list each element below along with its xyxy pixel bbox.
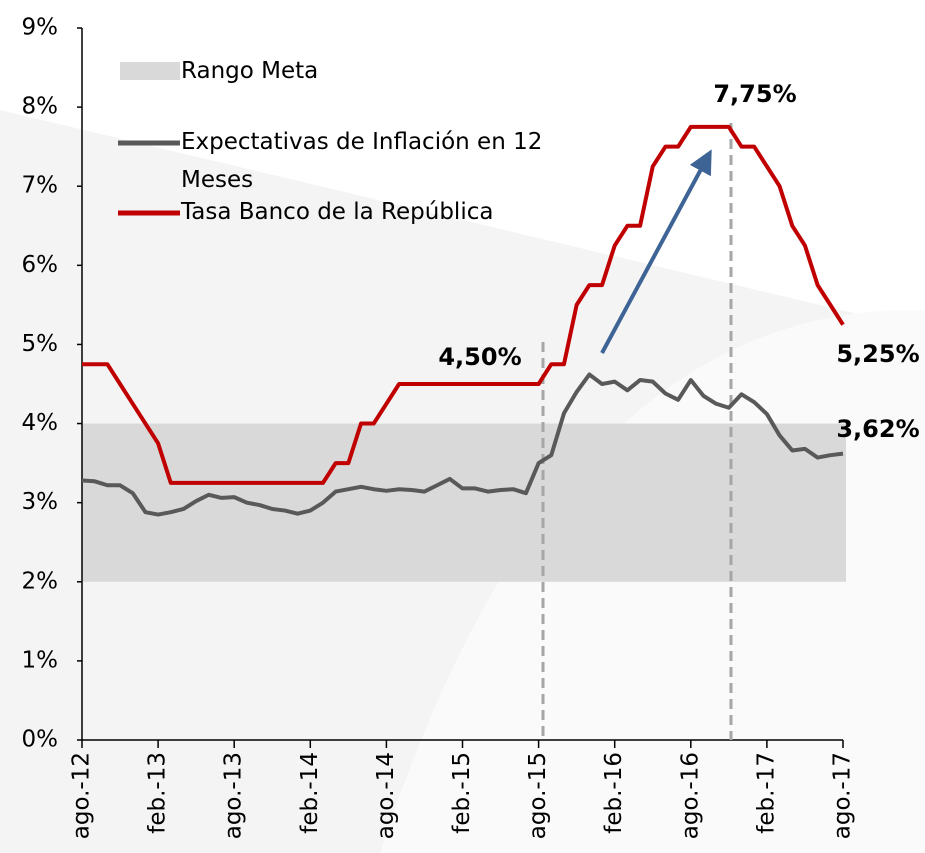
x-tick-label: ago.-13	[221, 752, 247, 839]
legend-swatch	[120, 62, 180, 80]
annotation: 4,50%	[438, 343, 521, 371]
x-tick-label: ago.-16	[677, 752, 703, 839]
legend-label: Tasa Banco de la República	[181, 199, 494, 225]
arrow	[600, 149, 712, 354]
y-tick-label: 7%	[22, 173, 59, 199]
x-tick-label: ago.-15	[525, 752, 551, 839]
y-tick-label: 0%	[22, 727, 59, 753]
x-tick-label: feb.-14	[297, 752, 323, 834]
y-tick-label: 1%	[22, 647, 59, 673]
series-line	[82, 124, 845, 485]
legend-label: Expectativas de Inflación en 12 Meses	[181, 129, 543, 193]
series-line	[81, 372, 844, 517]
legend-label: Rango Meta	[181, 58, 319, 84]
y-tick-label: 5%	[22, 331, 59, 357]
annotation: 7,75%	[713, 80, 796, 108]
target-band	[82, 423, 846, 582]
x-tick-label: feb.-17	[753, 752, 779, 834]
x-tick-label: feb.-13	[145, 752, 171, 834]
x-tick-label: ago.-12	[69, 752, 95, 839]
annotation: 5,25%	[836, 340, 919, 368]
y-tick-label: 3%	[22, 489, 59, 515]
x-tick-label: feb.-15	[449, 752, 475, 834]
y-tick-label: 8%	[22, 94, 59, 120]
y-tick-label: 9%	[22, 15, 59, 41]
y-tick-label: 4%	[22, 410, 59, 436]
y-tick-label: 6%	[22, 252, 59, 278]
y-tick-label: 2%	[22, 568, 59, 594]
x-tick-label: ago.-14	[373, 752, 399, 839]
x-tick-label: feb.-16	[601, 752, 627, 834]
x-tick-label: ago.-17	[830, 752, 856, 839]
annotation: 3,62%	[836, 415, 919, 443]
